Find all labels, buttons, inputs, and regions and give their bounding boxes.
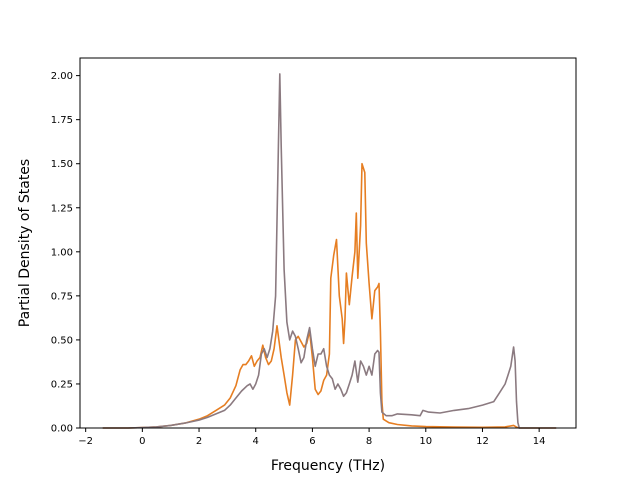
y-tick-label: 1.00 (51, 247, 73, 258)
x-axis-ticks: −2 0 2 4 6 8 10 12 14 (78, 428, 546, 447)
y-tick-label: 1.75 (51, 115, 73, 126)
x-tick-label: 12 (476, 436, 489, 447)
x-tick-label: 6 (309, 436, 315, 447)
plot-frame (79, 57, 577, 429)
y-axis-ticks: 0.00 0.25 0.50 0.75 1.00 1.25 1.50 1.75 2.00 (51, 71, 80, 435)
y-tick-label: 1.25 (51, 203, 73, 214)
y-tick-label: 0.75 (51, 291, 73, 302)
y-tick-label: 0.25 (51, 379, 73, 390)
series-line-2 (102, 73, 557, 429)
x-axis-label: Frequency (THz) (271, 458, 385, 474)
y-axis-label: Partial Density of States (17, 159, 33, 327)
y-tick-label: 0.00 (51, 424, 73, 435)
series-line-1 (102, 162, 557, 429)
x-tick-label: 10 (419, 436, 432, 447)
x-tick-label: −2 (78, 436, 93, 447)
x-tick-label: 4 (253, 436, 259, 447)
x-tick-label: 14 (533, 436, 546, 447)
x-tick-label: 8 (366, 436, 372, 447)
y-tick-label: 2.00 (51, 71, 73, 82)
series-lines (102, 73, 557, 429)
x-tick-label: 2 (196, 436, 202, 447)
y-tick-label: 1.50 (51, 159, 73, 170)
y-tick-label: 0.50 (51, 335, 73, 346)
x-tick-label: 0 (139, 436, 145, 447)
